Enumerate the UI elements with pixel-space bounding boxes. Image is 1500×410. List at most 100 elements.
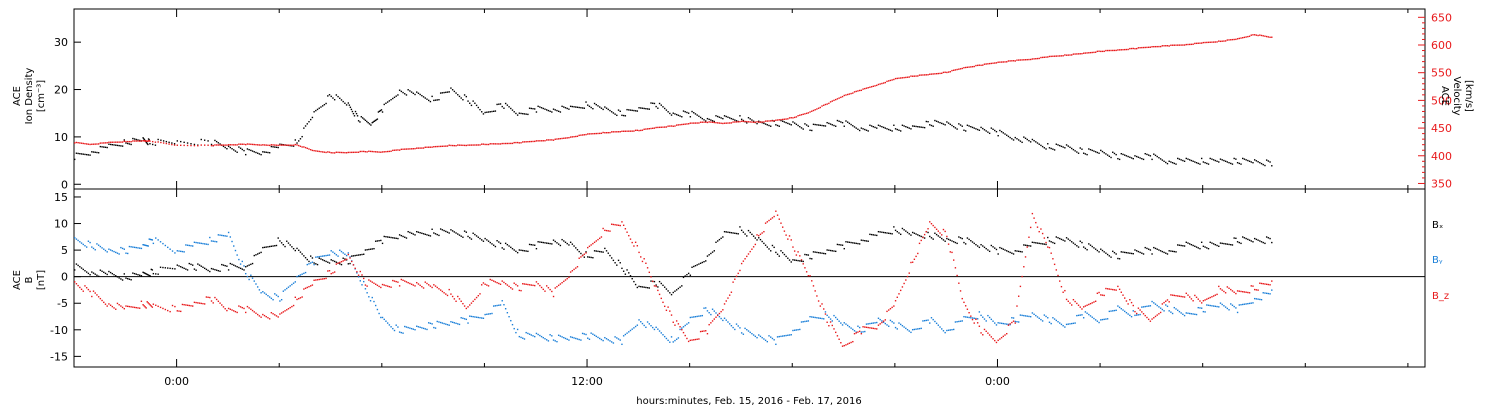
density-point (1021, 141, 1023, 144)
b-field-point (510, 246, 512, 249)
b-field-point (706, 255, 709, 257)
velocity-point (1195, 42, 1198, 45)
b-field-point (1103, 318, 1105, 321)
density-point (275, 146, 278, 149)
b-field-point (330, 250, 332, 252)
b-field-point (178, 310, 180, 312)
b-field-point (833, 328, 835, 330)
b-field-point (1165, 300, 1167, 302)
b-field-point (557, 334, 560, 336)
velocity-point (1101, 50, 1104, 53)
b-field-point (345, 258, 348, 261)
b-field-point (1093, 247, 1095, 249)
b-field-point (294, 296, 297, 298)
b-field-point (793, 259, 796, 261)
velocity-point (775, 119, 777, 121)
velocity-point (256, 144, 259, 146)
density-point (492, 110, 495, 113)
velocity-point (597, 132, 599, 135)
b-field-point (499, 242, 502, 245)
b-field-point (111, 272, 114, 275)
b-field-point (701, 261, 704, 264)
density-point (881, 126, 883, 128)
b-field-point (113, 307, 115, 309)
density-point (812, 123, 815, 126)
velocity-point (1154, 45, 1157, 48)
b-field-point (631, 278, 633, 280)
b-field-point (1084, 311, 1087, 313)
density-point (730, 117, 733, 120)
density-point (857, 128, 859, 131)
density-point (682, 110, 685, 112)
density-point (710, 119, 712, 121)
density-point (1224, 160, 1227, 162)
b-field-point (799, 255, 801, 257)
b-field-point (1175, 308, 1177, 310)
b-field-point (352, 255, 355, 257)
b-field-point (1043, 243, 1046, 245)
b-field-point (770, 336, 772, 338)
velocity-point (985, 63, 987, 65)
b-field-point (1264, 283, 1266, 285)
b-field-point (1156, 314, 1158, 316)
velocity-point (405, 148, 408, 150)
b-field-point (455, 300, 457, 302)
b-field-point (265, 293, 267, 296)
density-point (233, 149, 235, 151)
b-field-point (1267, 237, 1270, 239)
b-field-point (858, 243, 861, 245)
b-field-point (1139, 251, 1141, 254)
b-field-point (612, 223, 615, 226)
b-field-point (1122, 251, 1124, 253)
density-point (207, 140, 209, 142)
b-field-point (831, 250, 833, 252)
density-point (1031, 138, 1034, 141)
b-field-point (369, 280, 372, 282)
velocity-point (858, 89, 861, 92)
b-field-point (255, 283, 257, 285)
b-field-point (140, 247, 143, 250)
b-field-point (127, 278, 129, 280)
b-field-point (551, 243, 553, 245)
b-field-point (694, 338, 697, 341)
b-field-point (665, 288, 668, 290)
density-point (1108, 155, 1111, 158)
b-field-point (376, 284, 379, 287)
b-field-point (1233, 305, 1235, 308)
b-field-point (267, 246, 269, 248)
b-field-point (549, 288, 551, 291)
b-field-point (186, 269, 189, 271)
velocity-point (207, 144, 209, 146)
b-y-tick-label: -15 (50, 350, 68, 363)
b-field-point (455, 232, 457, 234)
b-field-point (958, 236, 960, 238)
b-field-point (1028, 236, 1030, 238)
b-field-point (821, 252, 823, 254)
b-field-point (727, 231, 729, 233)
density-point (1130, 157, 1133, 159)
b-field-point (1004, 249, 1006, 251)
density-point (238, 146, 240, 148)
b-field-point (311, 257, 314, 259)
b-field-point (385, 236, 387, 238)
velocity-point (1161, 45, 1164, 47)
density-point (424, 97, 426, 99)
b-field-point (503, 248, 505, 250)
b-field-point (877, 317, 880, 319)
density-point (491, 110, 493, 113)
b-field-point (860, 332, 863, 335)
b-field-point (937, 235, 940, 237)
velocity-point (809, 111, 811, 113)
b-field-point (792, 246, 794, 248)
b-field-point (816, 251, 818, 254)
b-field-point (675, 289, 678, 291)
density-point (1113, 152, 1116, 155)
density-point (1197, 162, 1199, 165)
density-point (135, 138, 137, 141)
b-field-point (540, 286, 543, 289)
density-point (1271, 165, 1273, 167)
b-field-point (643, 286, 645, 288)
velocity-point (853, 91, 856, 93)
b-field-point (1154, 303, 1157, 305)
b-field-point (935, 233, 938, 236)
